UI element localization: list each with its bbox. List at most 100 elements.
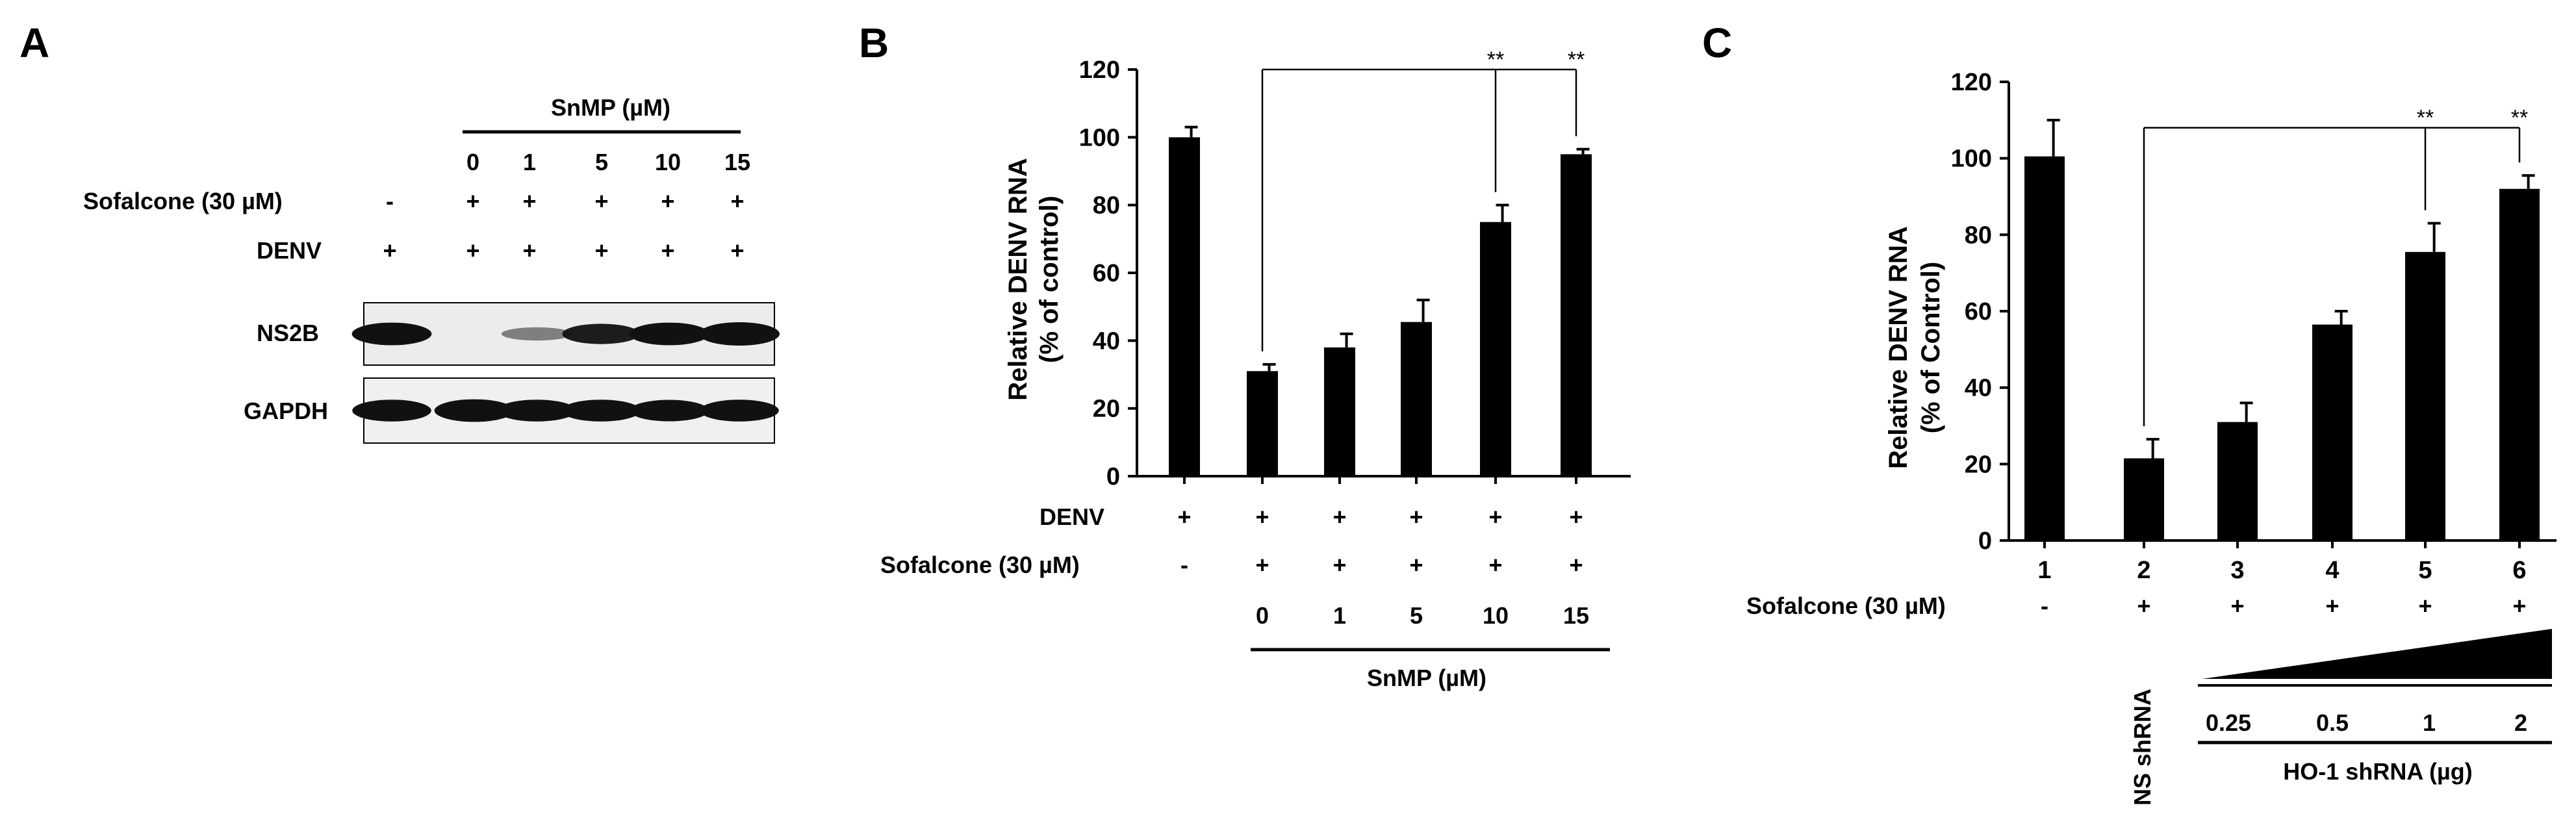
denv-sign-b-2: + — [1333, 503, 1346, 530]
dose-c-3: 2 — [2514, 709, 2527, 736]
c-xtick-label-4: 4 — [2325, 557, 2339, 584]
b-bar-3 — [1324, 347, 1355, 476]
panel-a-letter: A — [19, 19, 49, 66]
sign-a-r1-1: + — [466, 237, 479, 264]
sofalcone-label-a: Sofalcone (30 µM) — [83, 188, 283, 214]
sofalcone-sign-b-4: + — [1488, 552, 1502, 578]
c-ytick-label-100: 100 — [1951, 146, 1992, 173]
panel-a-signs: - + + + + + + + + + + + — [383, 188, 744, 264]
b-ytick-label-80: 80 — [1093, 192, 1120, 220]
dose-b-4: 15 — [1563, 602, 1589, 629]
band-ns2b-2 — [501, 327, 572, 341]
sofalcone-sign-c-2: + — [2230, 592, 2244, 619]
dose-a-0: 0 — [466, 149, 479, 175]
sofalcone-sign-c-4: + — [2418, 592, 2432, 619]
sign-a-r0-4: + — [661, 188, 674, 214]
chart-c: 0 20 40 60 80 100 120 1 2 3 4 5 6 ** ** — [1951, 69, 2557, 584]
dose-c-1: 0.5 — [2316, 709, 2349, 736]
sign-a-r1-4: + — [661, 237, 674, 264]
band-gapdh-5 — [700, 400, 779, 422]
panel-c: C Relative DENV RNA (% of Control) 02040… — [1702, 19, 2557, 806]
denv-label-a: DENV — [257, 237, 322, 264]
c-ytick-label-20: 20 — [1965, 451, 1992, 478]
dose-a-3: 10 — [655, 149, 681, 175]
sign-a-r0-3: + — [594, 188, 608, 214]
dose-a-2: 5 — [595, 149, 608, 175]
sofalcone-sign-b-1: + — [1255, 552, 1269, 578]
b-ytick-label-120: 120 — [1079, 57, 1120, 84]
band-gapdh-1 — [434, 399, 515, 422]
snmp-header-a: SnMP (µM) — [551, 94, 670, 121]
gapdh-label: GAPDH — [244, 398, 328, 424]
dose-wedge — [2202, 629, 2552, 679]
dose-b-0: 0 — [1256, 602, 1269, 629]
sofalcone-sign-b-0: - — [1180, 552, 1188, 578]
c-ytick-label-40: 40 — [1965, 375, 1992, 402]
c-bar-1 — [2024, 156, 2065, 541]
c-significance-1: ** — [2511, 106, 2528, 131]
sign-a-r0-5: + — [730, 188, 744, 214]
b-bar-5 — [1480, 222, 1511, 476]
c-bar-2 — [2124, 458, 2164, 541]
b-bar-2 — [1247, 371, 1278, 476]
band-ns2b-0 — [351, 322, 432, 346]
blot-bands — [351, 322, 780, 422]
y-axis-label-c-line1: Relative DENV RNA — [1884, 226, 1913, 468]
band-ns2b-4 — [629, 322, 709, 346]
c-bar-4 — [2312, 324, 2353, 541]
band-ns2b-3 — [562, 324, 640, 344]
sofalcone-sign-c-5: + — [2512, 592, 2526, 619]
snmp-title-b: SnMP (µM) — [1367, 665, 1486, 691]
y-axis-label-c-line2: (% of Control) — [1917, 262, 1945, 433]
sofalcone-label-c: Sofalcone (30 µM) — [1746, 592, 1946, 619]
c-xtick-label-6: 6 — [2512, 557, 2526, 584]
y-axis-label-b-line2: (% of control) — [1035, 196, 1064, 363]
sign-a-r1-3: + — [594, 237, 608, 264]
c-ytick-label-0: 0 — [1978, 528, 1992, 555]
c-bar-6 — [2499, 188, 2540, 541]
denv-sign-b-5: + — [1569, 503, 1583, 530]
c-xtick-label-1: 1 — [2037, 557, 2051, 584]
sign-a-r0-1: + — [466, 188, 479, 214]
sofalcone-sign-b-2: + — [1333, 552, 1346, 578]
c-ytick-label-80: 80 — [1965, 222, 1992, 249]
dose-b-1: 1 — [1333, 602, 1346, 629]
b-ytick-label-0: 0 — [1106, 463, 1120, 490]
y-axis-label-b-line1: Relative DENV RNA — [1004, 158, 1032, 400]
band-gapdh-0 — [352, 400, 431, 422]
denv-sign-b-0: + — [1177, 503, 1191, 530]
panel-c-signs: - + + + + + — [2041, 592, 2527, 619]
denv-sign-b-3: + — [1409, 503, 1423, 530]
b-ytick-label-40: 40 — [1093, 327, 1120, 355]
sign-a-r1-5: + — [730, 237, 744, 264]
sofalcone-sign-c-3: + — [2325, 592, 2339, 619]
sofalcone-sign-b-3: + — [1409, 552, 1423, 578]
c-xtick-label-5: 5 — [2418, 557, 2432, 584]
sofalcone-label-b: Sofalcone (30 µM) — [880, 552, 1080, 578]
band-gapdh-4 — [630, 400, 709, 422]
panel-b-signs: + + + + + +- + + + + +0 1 5 10 15 — [1177, 503, 1589, 629]
panel-b-letter: B — [859, 19, 889, 66]
denv-sign-b-4: + — [1488, 503, 1502, 530]
c-ytick-label-120: 120 — [1951, 69, 1992, 96]
b-significance-1: ** — [1568, 47, 1585, 72]
dose-b-3: 10 — [1483, 602, 1509, 629]
sign-a-r0-0: - — [386, 188, 394, 214]
denv-label-b: DENV — [1039, 503, 1104, 530]
dose-b-2: 5 — [1410, 602, 1423, 629]
dose-a-1: 1 — [523, 149, 536, 175]
sofalcone-sign-c-0: - — [2041, 592, 2048, 619]
sign-a-r1-0: + — [383, 237, 396, 264]
panel-a: A SnMP (µM) 0 1 5 10 15 Sofalcone (30 µM… — [19, 19, 780, 444]
sign-a-r0-2: + — [522, 188, 536, 214]
band-gapdh-3 — [561, 400, 641, 422]
panel-b: B Relative DENV RNA (% of control) 0 20 40… — [859, 19, 1631, 691]
b-bar-1 — [1169, 137, 1200, 477]
b-bar-4 — [1401, 322, 1432, 476]
dose-a-4: 15 — [724, 149, 750, 175]
sofalcone-sign-c-1: + — [2137, 592, 2150, 619]
sofalcone-sign-b-5: + — [1569, 552, 1583, 578]
panel-c-letter: C — [1702, 19, 1732, 66]
c-significance-0: ** — [2417, 106, 2434, 131]
